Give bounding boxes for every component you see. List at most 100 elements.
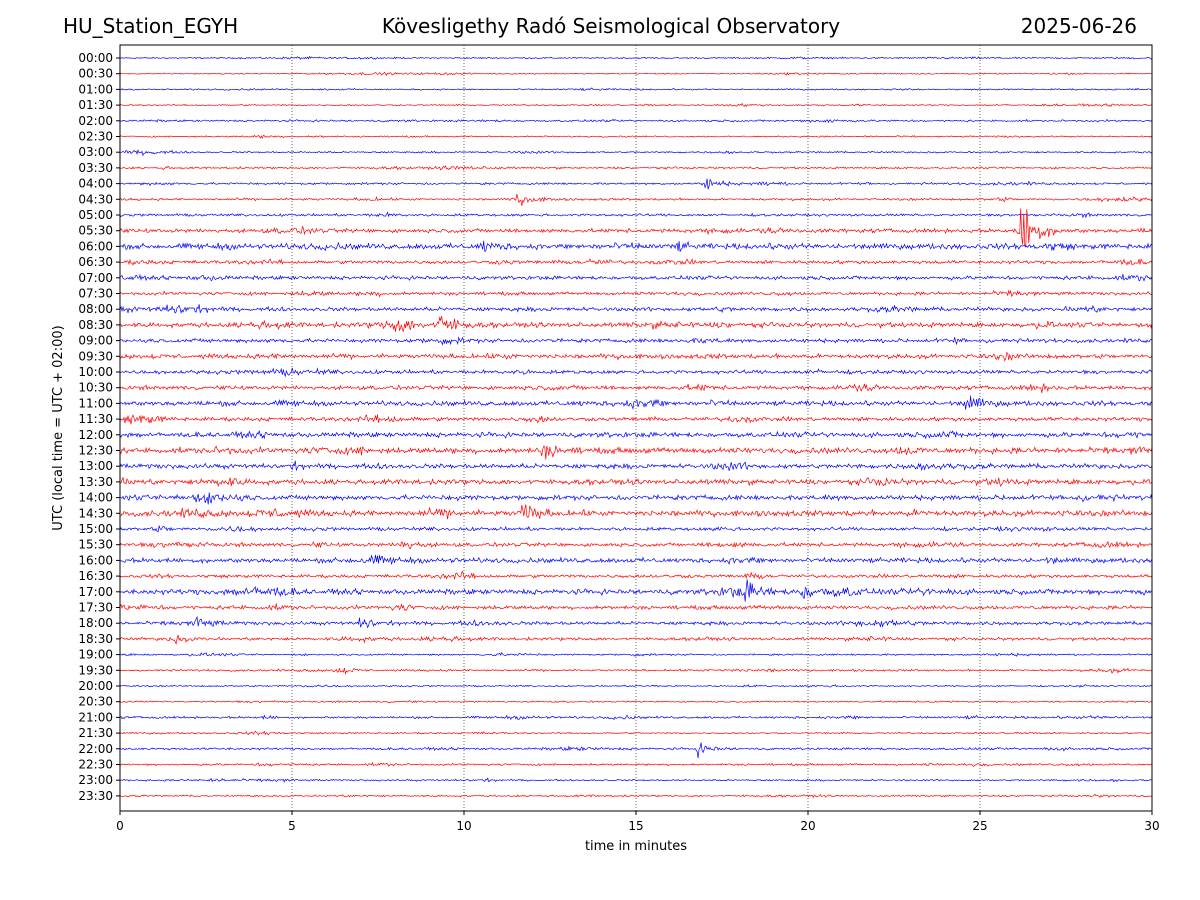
trace-0200 <box>119 118 1153 124</box>
y-tick-label: 03:00 <box>78 145 113 159</box>
trace-1030 <box>119 383 1153 393</box>
x-axis-label: time in minutes <box>585 839 687 854</box>
y-tick-label: 22:30 <box>78 758 113 772</box>
trace-1530 <box>119 540 1153 550</box>
x-tick-label: 10 <box>456 819 471 833</box>
trace-1230 <box>119 444 1153 460</box>
trace-2330 <box>119 793 1153 799</box>
trace-1900 <box>120 651 1153 657</box>
trace-0500 <box>119 211 1153 219</box>
x-axis-ticks: 0 5 10 15 20 25 30 <box>116 811 1160 833</box>
trace-0930 <box>119 352 1153 362</box>
y-tick-label: 02:00 <box>78 114 113 128</box>
trace-0900 <box>119 336 1153 346</box>
y-tick-label: 21:00 <box>78 710 113 724</box>
y-tick-label: 13:00 <box>78 459 113 473</box>
chart-date: 2025-06-26 <box>1020 14 1137 38</box>
y-tick-label: 04:00 <box>78 177 113 191</box>
y-tick-label: 10:00 <box>78 365 113 379</box>
trace-0230 <box>119 134 1153 139</box>
trace-1730 <box>119 603 1153 611</box>
y-tick-label: 07:00 <box>78 271 113 285</box>
trace-2130 <box>119 730 1152 736</box>
y-tick-label: 12:30 <box>78 444 113 458</box>
trace-1000 <box>119 367 1153 378</box>
trace-1100 <box>119 395 1153 410</box>
y-tick-label: 16:00 <box>78 553 113 567</box>
y-tick-label: 18:30 <box>78 632 113 646</box>
trace-1200 <box>119 430 1153 440</box>
y-tick-label: 05:00 <box>78 208 113 222</box>
trace-1330 <box>119 476 1153 488</box>
trace-2300 <box>120 777 1153 783</box>
y-tick-label: 17:00 <box>78 585 113 599</box>
y-tick-label: 23:00 <box>78 773 113 787</box>
trace-2200 <box>119 742 1153 759</box>
trace-1600 <box>119 554 1153 566</box>
trace-2230 <box>119 761 1153 767</box>
y-tick-label: 07:30 <box>78 287 113 301</box>
y-tick-label: 16:30 <box>78 569 113 583</box>
trace-1400 <box>119 492 1153 505</box>
y-tick-label: 13:30 <box>78 475 113 489</box>
trace-1700 <box>119 579 1152 602</box>
x-tick-label: 5 <box>288 819 296 833</box>
trace-0030 <box>119 71 1153 77</box>
trace-1630 <box>119 570 1153 580</box>
y-tick-label: 21:30 <box>78 726 113 740</box>
chart-title: Kövesligethy Radó Seismological Observat… <box>381 14 841 38</box>
trace-2030 <box>119 700 1153 704</box>
y-tick-label: 06:30 <box>78 255 113 269</box>
trace-0800 <box>119 304 1153 314</box>
y-tick-label: 23:30 <box>78 789 113 803</box>
station-name: HU_Station_EGYH <box>63 14 239 38</box>
trace-0600 <box>119 240 1153 253</box>
y-tick-label: 10:30 <box>78 381 113 395</box>
y-tick-label: 00:30 <box>78 67 113 81</box>
trace-0130 <box>119 102 1153 108</box>
y-tick-label: 08:00 <box>78 302 113 316</box>
y-tick-label: 08:30 <box>78 318 113 332</box>
y-tick-label: 12:00 <box>78 428 113 442</box>
trace-0530 <box>119 208 1153 248</box>
x-tick-label: 30 <box>1144 819 1159 833</box>
y-tick-label: 20:00 <box>78 679 113 693</box>
trace-0830 <box>119 316 1153 333</box>
y-tick-label: 01:00 <box>78 82 113 96</box>
grid-lines <box>291 45 981 811</box>
trace-1430 <box>119 504 1153 520</box>
trace-0100 <box>119 87 1153 92</box>
trace-2000 <box>119 684 1153 688</box>
trace-2100 <box>119 714 1153 721</box>
y-tick-label: 19:30 <box>78 663 113 677</box>
trace-0700 <box>119 273 1153 282</box>
y-tick-label: 22:00 <box>78 742 113 756</box>
y-tick-label: 14:30 <box>78 506 113 520</box>
trace-0000 <box>119 55 1153 60</box>
y-tick-label: 14:00 <box>78 491 113 505</box>
seismic-traces <box>119 55 1153 799</box>
y-tick-label: 09:30 <box>78 349 113 363</box>
y-tick-label: 19:00 <box>78 648 113 662</box>
trace-1300 <box>119 460 1153 472</box>
y-tick-label: 06:00 <box>78 239 113 253</box>
y-axis-label: UTC (local time = UTC + 02:00) <box>51 325 66 530</box>
y-tick-label: 15:00 <box>78 522 113 536</box>
trace-0730 <box>119 289 1153 298</box>
trace-1500 <box>119 524 1153 533</box>
trace-1930 <box>119 667 1152 675</box>
trace-0330 <box>119 165 1153 171</box>
trace-0430 <box>119 193 1153 206</box>
x-tick-label: 15 <box>628 819 643 833</box>
x-tick-label: 20 <box>800 819 815 833</box>
y-tick-label: 17:30 <box>78 601 113 615</box>
y-tick-label: 11:00 <box>78 396 113 410</box>
trace-1830 <box>119 634 1153 645</box>
y-tick-label: 01:30 <box>78 98 113 112</box>
y-tick-label: 04:30 <box>78 192 113 206</box>
x-tick-label: 0 <box>116 819 124 833</box>
y-tick-label: 00:00 <box>78 51 113 65</box>
y-tick-label: 03:30 <box>78 161 113 175</box>
